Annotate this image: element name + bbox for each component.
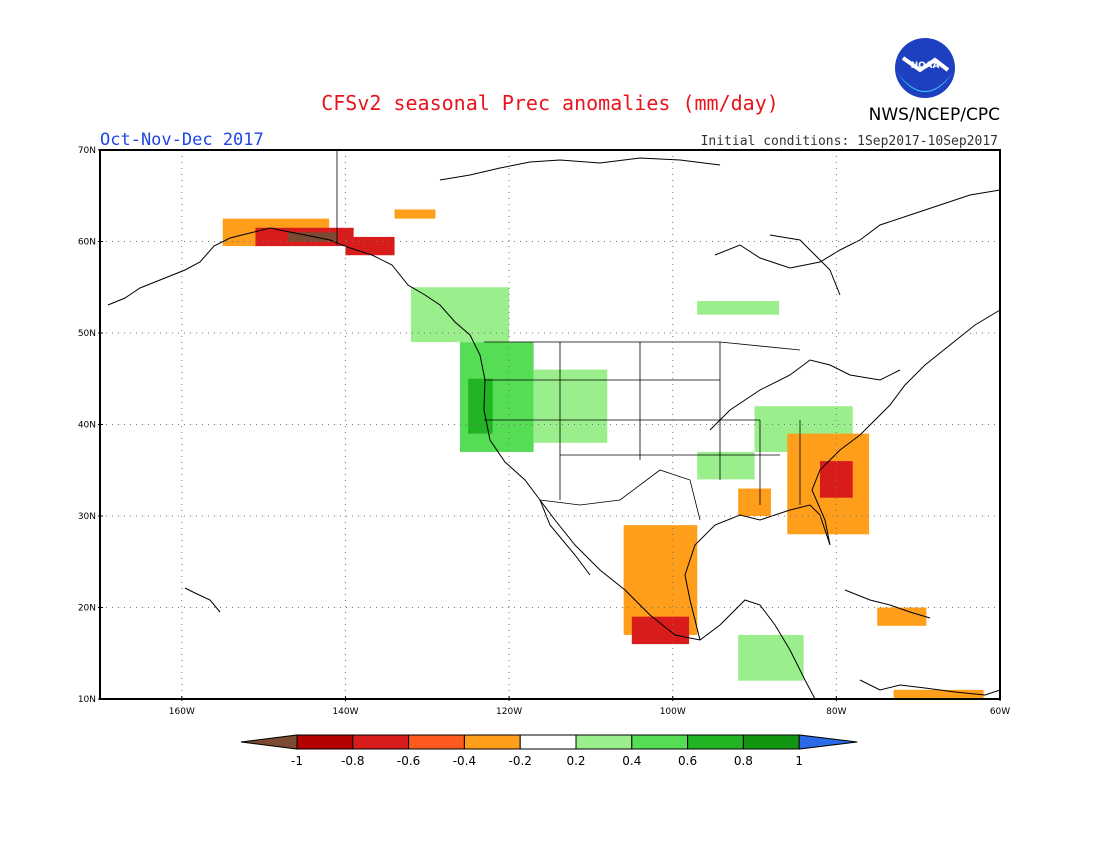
lat-tick-label: 20N [78, 604, 96, 614]
lat-tick-label: 50N [78, 329, 96, 339]
political-borders [336, 150, 801, 521]
noaa-logo-text: NOAA [911, 61, 940, 71]
lat-tick-label: 70N [78, 146, 96, 156]
colorbar-label: -1 [291, 754, 303, 768]
colorbar-label: -0.2 [508, 754, 531, 768]
colorbar-segment [631, 734, 689, 750]
anomaly-carolina-core [820, 461, 853, 498]
lon-tick-label: 160W [169, 707, 195, 717]
colorbar-label: 0.8 [734, 754, 753, 768]
initial-conditions-label: Initial conditions: 1Sep2017-10Sep2017 [701, 134, 998, 149]
colorbar-label: 0.2 [566, 754, 585, 768]
graticule [100, 150, 1000, 699]
anomaly-pacific-nw-core [468, 378, 493, 434]
anomaly-quebec-wet [697, 300, 780, 315]
lat-tick-label: 10N [78, 695, 96, 705]
lon-tick-label: 140W [332, 707, 358, 717]
lon-tick-label: 80W [826, 707, 846, 717]
anomaly-caribbean-dry [877, 607, 927, 626]
colorbar-label: -0.4 [453, 754, 476, 768]
noaa-logo: NOAA [895, 38, 955, 98]
colorbar-label: 0.6 [678, 754, 697, 768]
anomaly-central-america-wet [738, 634, 804, 681]
lat-tick-label: 40N [78, 421, 96, 431]
lat-tick-label: 60N [78, 238, 96, 248]
colorbar-segment [575, 734, 633, 750]
colorbar-arrow-low [240, 734, 298, 750]
lon-tick-label: 60W [990, 707, 1010, 717]
lat-tick-label: 30N [78, 512, 96, 522]
lon-tick-label: 100W [660, 707, 686, 717]
season-label: Oct-Nov-Dec 2017 [100, 130, 264, 150]
colorbar-segment [352, 734, 410, 750]
anomaly-panhandle-dry [345, 236, 395, 256]
colorbar-segment [408, 734, 465, 750]
map-area: 10N 20N 30N 40N 50N 60N 70N 160W 140W 120W 100W 80W… [78, 146, 1010, 717]
anomaly-mexico-core [631, 616, 690, 645]
colorbar-segment [742, 734, 800, 750]
agency-label: NWS/NCEP/CPC [869, 105, 1000, 125]
colorbar-segment [296, 734, 354, 750]
anomaly-arkansas-wet [697, 451, 755, 480]
colorbar-segment [519, 734, 577, 750]
colorbar-arrow-high [798, 734, 858, 750]
colorbar-segment [687, 734, 744, 750]
colorbar-label: -0.8 [341, 754, 364, 768]
anomaly-great-basin-wet [533, 369, 608, 443]
colorbar-label: -0.6 [397, 754, 420, 768]
anomaly-yukon-dry [394, 209, 436, 219]
coastlines [107, 157, 1001, 700]
lon-tick-label: 120W [496, 707, 522, 717]
axis-labels: 10N 20N 30N 40N 50N 60N 70N 160W 140W 120W 100W 80W… [78, 146, 1010, 717]
colorbar-label: 0.4 [622, 754, 641, 768]
colorbar-label: 1 [795, 754, 803, 768]
anomaly-gulf-coast-dry [738, 488, 771, 516]
anomaly-venezuela-dry [893, 689, 984, 699]
chart-title: CFSv2 seasonal Prec anomalies (mm/day) [321, 91, 779, 115]
colorbar-segment [463, 734, 521, 750]
colorbar-legend: -1 -0.8 -0.6 -0.4 -0.2 0.2 0.4 0.6 0.8 1 [240, 734, 858, 768]
